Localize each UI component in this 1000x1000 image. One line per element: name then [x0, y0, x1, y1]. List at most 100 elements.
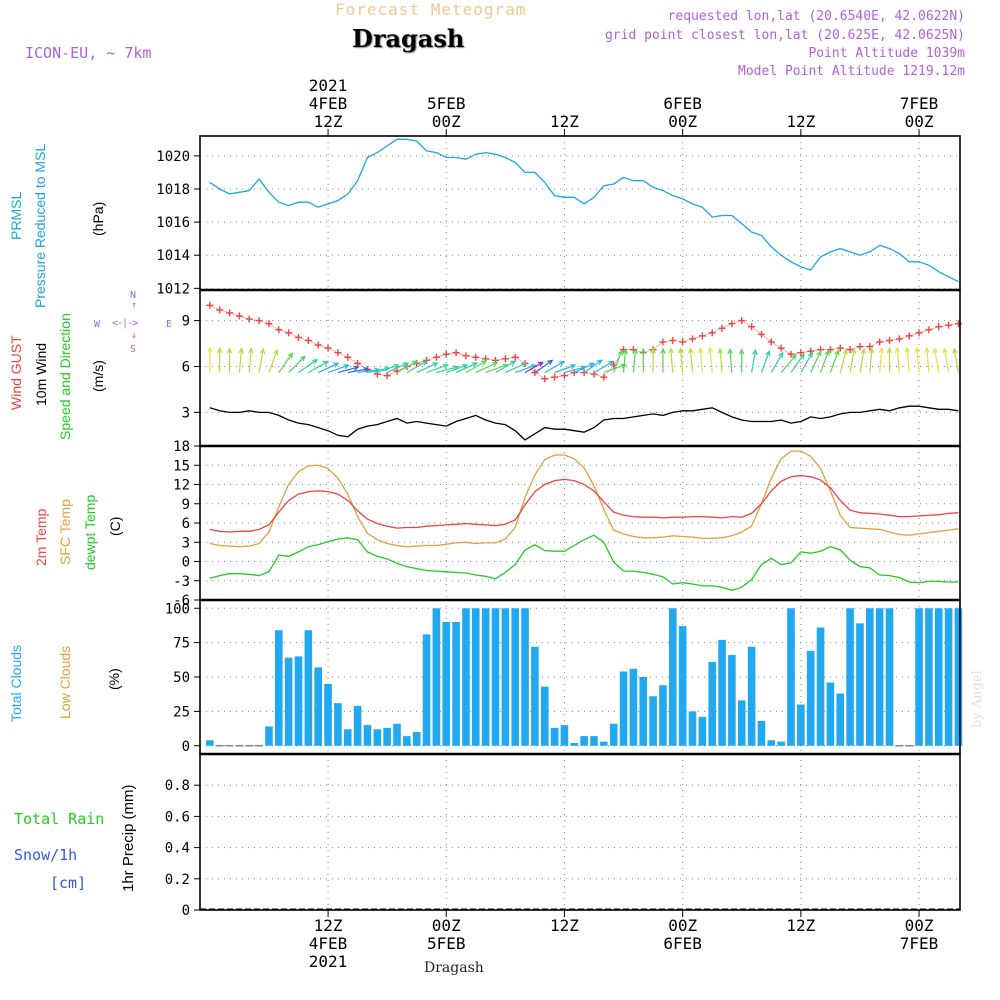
cloud-bar [846, 608, 854, 746]
wind-direction-arrow [406, 360, 428, 374]
cloud-bar [294, 656, 303, 746]
gust-point [235, 312, 243, 320]
cloud-bar [491, 608, 500, 746]
wind-direction-arrow [622, 348, 628, 373]
wind-arrow-shaft [505, 362, 526, 374]
wind-direction-arrow [650, 347, 656, 373]
cloud-bar [531, 646, 539, 746]
wind-arrow-shaft [760, 350, 770, 373]
cloud-bar [580, 736, 588, 746]
wind-arrow-shaft [446, 364, 468, 374]
meteogram-title: Forecast Meteogram [335, 0, 527, 19]
wind-arrow-head [617, 349, 623, 356]
wind-direction-arrow [952, 347, 960, 373]
wind-arrow-head [520, 362, 527, 368]
wind-arrow-head [432, 362, 439, 368]
wind-arrow-shaft [849, 348, 855, 373]
top-hour-label: 12Z [550, 112, 579, 131]
wind-arrow-shaft [670, 348, 674, 373]
wind-arrow-shaft [790, 353, 805, 373]
gust-point [501, 355, 509, 363]
gust-point [777, 344, 785, 352]
bottom-hour-label: 12Z [786, 916, 815, 935]
wind-arrow-shaft [943, 348, 950, 373]
wind-arrow-shaft [699, 348, 703, 373]
wind-arrow-head [588, 362, 596, 368]
wind-arrow-head [402, 362, 410, 368]
wind-arrow-shaft [396, 360, 418, 374]
y-tick-label: 0.2 [165, 872, 190, 888]
y-tick-label: 15 [173, 458, 190, 474]
rain-label: Total Rain [14, 810, 105, 828]
wind-direction-arrow [780, 353, 797, 373]
wind-arrow-shaft [906, 347, 910, 373]
gust-point [373, 370, 381, 378]
cloud-bar [698, 716, 707, 746]
wind-arrow-head [727, 347, 733, 355]
cloud-bar [757, 721, 766, 746]
cloud-bar [826, 682, 835, 746]
wind-arrow-shaft [347, 368, 369, 374]
compass-arrow-down-icon: ↓ [131, 330, 138, 341]
wind-arrow-head [273, 348, 279, 356]
wind-direction-arrow [505, 362, 527, 374]
cloud-bar [619, 671, 628, 746]
gust-point [905, 332, 913, 340]
wind-arrow-head [596, 359, 603, 365]
cloud-bar [925, 608, 933, 746]
wind-arrow-shaft [495, 360, 516, 374]
cloud-bar [934, 608, 943, 746]
cloud-bar [659, 685, 667, 746]
wind-arrow-shaft [475, 362, 498, 374]
wind-direction-arrow [697, 346, 704, 373]
wind-direction-arrow [455, 362, 479, 374]
gust-point [728, 320, 736, 328]
bottom-hour-label: 00Z [432, 916, 461, 935]
wind-arrow-shaft [819, 350, 830, 373]
gust-point [895, 335, 903, 343]
y-tick-label: 100 [165, 601, 190, 617]
wind-arrow-head [717, 347, 724, 354]
compass-n-label: N [130, 290, 137, 301]
gust-point [935, 323, 943, 331]
wind-arrow-shaft [859, 348, 865, 373]
gust-point [836, 344, 844, 352]
top-hour-label: 00Z [905, 112, 934, 131]
gust-point [866, 343, 874, 351]
gust-point [452, 349, 460, 357]
wind-arrow-head [412, 360, 419, 366]
wind-direction-arrow [868, 347, 875, 373]
wind-direction-arrow [377, 363, 400, 374]
y-tick-label: 0 [182, 555, 190, 571]
wind-direction-arrow [942, 347, 950, 373]
cloud-bar [383, 727, 391, 746]
wind-direction-arrow [727, 347, 733, 373]
y-tick-label: 1018 [156, 182, 190, 198]
cloud-bar [856, 623, 864, 746]
wind-arrow-head [248, 347, 254, 354]
cloud-bar [688, 711, 697, 746]
y-tick-label: 18 [173, 439, 190, 455]
y-tick-label: 0.4 [165, 841, 190, 857]
wind-arrow-head [343, 364, 350, 370]
wind-arrow-shaft [248, 348, 252, 373]
gust-point [314, 341, 322, 349]
location-title: Dragash [352, 24, 465, 53]
bottom-date-label: 4FEB [309, 934, 348, 953]
wind-direction-arrow [574, 362, 596, 374]
wind-direction-arrow [485, 363, 509, 374]
y-tick-label: 1016 [156, 215, 190, 231]
temp2m-series-line [209, 474, 959, 533]
wind-direction-arrow [717, 347, 724, 373]
gust-point [511, 353, 519, 361]
wind-direction-arrow [810, 350, 822, 373]
cloud-bar [462, 608, 470, 746]
gridpoint-coords: grid point closest lon,lat (20.625E, 42.… [604, 28, 965, 43]
wind-arrow-head [537, 361, 544, 367]
gust-point [285, 329, 293, 337]
gust-point [757, 330, 765, 338]
wind-arrow-shaft [386, 362, 409, 374]
wind-arrow-shaft [357, 368, 380, 374]
gust-point [472, 353, 480, 361]
